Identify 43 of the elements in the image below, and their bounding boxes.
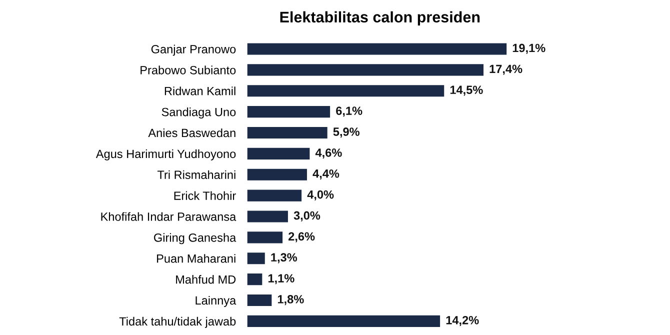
bar xyxy=(247,43,507,55)
y-tick-label: Erick Thohir xyxy=(174,191,236,200)
y-tick-label: Puan Maharani xyxy=(157,254,236,263)
bar xyxy=(247,126,328,138)
data-label: 6,1% xyxy=(336,106,362,117)
y-tick-label: Ganjar Pranowo xyxy=(151,44,236,56)
y-tick-label: Anies Baswedan xyxy=(148,128,236,138)
data-label: 4,6% xyxy=(315,148,342,159)
y-tick-label: Ridwan Kamil xyxy=(164,86,236,96)
chart-title: Elektabilitas calon presiden xyxy=(280,11,480,26)
data-label: 5,9% xyxy=(333,128,360,138)
data-label: 14,5% xyxy=(450,86,483,96)
data-label: 4,0% xyxy=(307,190,334,200)
bar xyxy=(247,148,310,160)
bar xyxy=(247,252,265,264)
bar xyxy=(247,64,484,76)
y-tick-label: Mahfud MD xyxy=(176,275,236,284)
data-label: 3,0% xyxy=(294,211,320,222)
bar xyxy=(247,294,272,306)
y-tick-label: Tri Rismaharini xyxy=(157,170,236,180)
bar xyxy=(247,190,302,202)
data-label: 17,4% xyxy=(490,64,522,75)
data-label: 1,3% xyxy=(271,253,298,264)
bar xyxy=(247,315,440,327)
data-label: 1,8% xyxy=(278,295,304,306)
bar xyxy=(247,232,283,244)
bar xyxy=(247,106,330,118)
bar xyxy=(247,168,307,180)
y-tick-label: Giring Ganesha xyxy=(154,233,236,244)
bar xyxy=(247,210,288,222)
y-tick-label: Agus Harimurti Yudhoyono xyxy=(96,149,236,160)
data-label: 4,4% xyxy=(312,169,340,180)
data-label: 1,1% xyxy=(268,274,294,284)
y-tick-label: Sandiaga Uno xyxy=(162,108,236,119)
bar xyxy=(247,274,262,286)
y-tick-label: Khofifah Indar Parawansa xyxy=(101,212,236,221)
data-label: 14,2% xyxy=(446,316,479,326)
y-tick-label: Lainnya xyxy=(196,296,236,307)
data-label: 19,1% xyxy=(512,44,546,54)
bar xyxy=(247,85,444,97)
data-label: 2,6% xyxy=(288,232,315,242)
y-tick-label: Tidak tahu/tidak jawab xyxy=(119,316,236,328)
y-tick-label: Prabowo Subianto xyxy=(140,66,236,74)
